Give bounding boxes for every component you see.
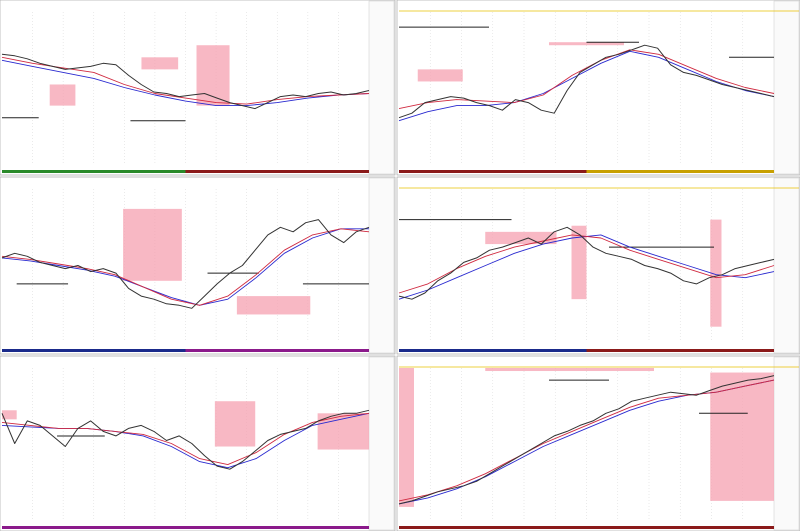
price-line <box>1 219 370 309</box>
highlight-zone <box>571 225 587 300</box>
time-strip <box>399 526 774 529</box>
highlight-zone <box>196 45 230 106</box>
price-line <box>398 44 775 119</box>
highlight-zone <box>417 69 463 82</box>
strip <box>2 349 186 352</box>
highlight-zone <box>2 410 17 420</box>
slow-average <box>398 50 775 122</box>
slow-average <box>1 228 369 306</box>
price-axis <box>773 177 800 354</box>
strip <box>2 526 186 529</box>
highlight-zone <box>141 57 179 70</box>
highlight-zone <box>710 219 722 327</box>
highlight-zone <box>485 368 654 372</box>
price-line <box>398 226 775 300</box>
chart-panel <box>396 176 800 355</box>
strip <box>399 526 587 529</box>
fast-average <box>1 228 370 306</box>
panel-bg <box>396 0 800 176</box>
price-line <box>1 53 370 110</box>
strip <box>586 349 774 352</box>
price-line <box>1 409 370 470</box>
strip <box>185 349 369 352</box>
chart-panel <box>0 0 396 176</box>
highlight-zone <box>710 372 774 501</box>
chart-panel <box>396 0 800 176</box>
strip <box>185 526 369 529</box>
price-axis <box>773 0 800 175</box>
chart-panel <box>0 176 396 355</box>
strip <box>2 170 186 173</box>
highlight-zone <box>549 42 624 46</box>
highlight-zone <box>49 84 76 106</box>
highlight-zone <box>214 401 256 447</box>
chart-panel <box>396 355 800 531</box>
fast-average <box>1 412 370 466</box>
strip <box>586 526 774 529</box>
strip <box>586 170 774 173</box>
strip <box>399 349 587 352</box>
highlight-zone <box>236 296 311 315</box>
slow-average <box>1 59 370 107</box>
panel-bg <box>396 176 800 355</box>
price-axis <box>368 177 395 354</box>
highlight-zone <box>399 368 414 507</box>
time-strip <box>399 170 774 173</box>
time-strip <box>2 526 369 529</box>
price-line <box>398 375 775 505</box>
fast-average <box>398 49 775 110</box>
highlight-zone <box>123 208 182 281</box>
fast-average <box>398 234 775 294</box>
strip <box>185 170 369 173</box>
time-strip <box>2 170 369 173</box>
time-strip <box>399 349 774 352</box>
chart-panel <box>0 355 396 531</box>
price-axis <box>773 356 800 531</box>
price-axis <box>368 356 395 531</box>
price-axis <box>368 0 395 175</box>
time-strip <box>2 349 369 352</box>
highlight-zone <box>485 231 557 245</box>
fast-average <box>398 379 775 502</box>
strip <box>399 170 587 173</box>
